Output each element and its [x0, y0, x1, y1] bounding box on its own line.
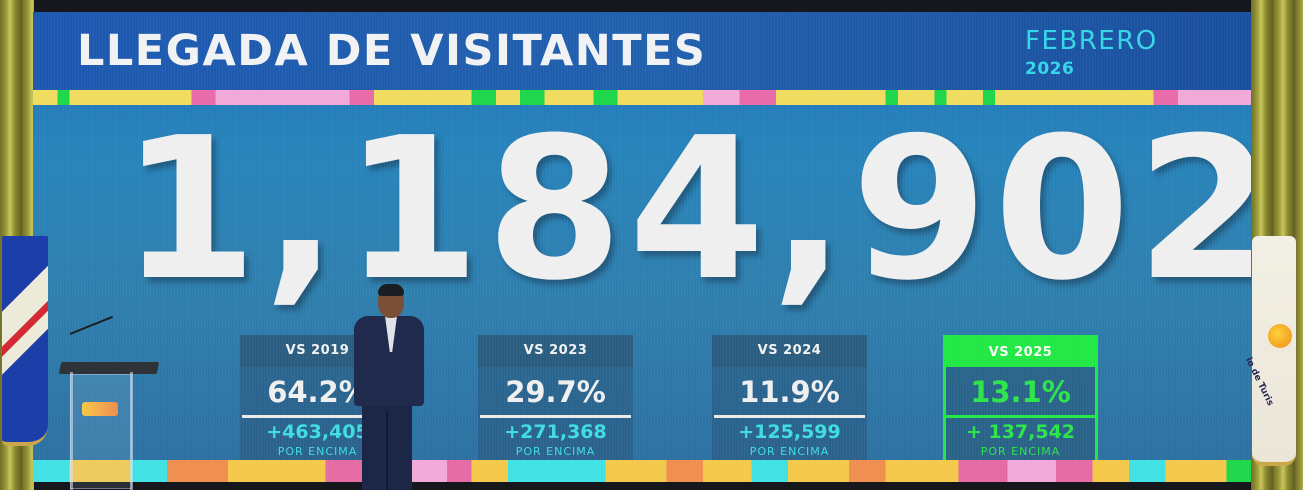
- comparison-label: VS 2024: [712, 335, 867, 367]
- podium-leg: [130, 372, 133, 490]
- sun-emblem-icon: [1268, 324, 1292, 348]
- podium: [58, 362, 160, 490]
- comparison-label: VS 2025: [946, 338, 1095, 367]
- comparison-body: 11.9% +125,599 POR ENCIMA: [712, 367, 867, 462]
- podium-leg: [70, 372, 73, 490]
- comparison-label: VS 2023: [478, 335, 633, 367]
- decorative-stripe-top: [33, 90, 1251, 105]
- divider: [480, 415, 631, 418]
- tourism-ministry-flag-icon: io de Turis: [1243, 236, 1296, 466]
- speaker-figure: [348, 284, 428, 490]
- comparison-card-2023: VS 2023 29.7% +271,368 POR ENCIMA: [478, 335, 633, 462]
- period-month: FEBRERO: [1025, 26, 1158, 56]
- comparison-card-2025-highlighted: VS 2025 13.1% + 137,542 POR ENCIMA: [943, 335, 1098, 462]
- speaker-legs: [362, 404, 412, 490]
- comparison-card-2024: VS 2024 11.9% +125,599 POR ENCIMA: [712, 335, 867, 462]
- slide-title: LLEGADA DE VISITANTES: [77, 26, 707, 76]
- divider: [714, 415, 865, 418]
- comparison-delta: +125,599: [738, 421, 841, 443]
- speaker-hair: [378, 284, 404, 296]
- comparison-body: 29.7% +271,368 POR ENCIMA: [478, 367, 633, 462]
- divider: [242, 415, 393, 418]
- slide-header: LLEGADA DE VISITANTES FEBRERO 2026: [33, 12, 1251, 90]
- total-visitors-value: 1,184,902: [121, 96, 1251, 324]
- comparison-percent: 13.1%: [970, 375, 1071, 409]
- comparison-body: 13.1% + 137,542 POR ENCIMA: [946, 367, 1095, 462]
- divider: [946, 415, 1095, 418]
- comparison-note: POR ENCIMA: [980, 445, 1061, 458]
- comparison-delta: + 137,542: [965, 421, 1076, 443]
- comparison-note: POR ENCIMA: [277, 445, 358, 458]
- podium-logo-icon: [82, 402, 118, 416]
- period-year: 2026: [1025, 59, 1075, 79]
- comparison-percent: 11.9%: [739, 375, 840, 409]
- presentation-screen: LLEGADA DE VISITANTES FEBRERO 2026 1,184…: [33, 12, 1251, 482]
- podium-top: [58, 362, 160, 374]
- comparison-delta: +271,368: [504, 421, 607, 443]
- comparison-note: POR ENCIMA: [515, 445, 596, 458]
- comparison-percent: 29.7%: [505, 375, 606, 409]
- podium-glass: [70, 374, 132, 489]
- comparison-delta: +463,405: [266, 421, 369, 443]
- comparison-percent: 64.2%: [267, 375, 368, 409]
- decorative-stripe-bottom: [33, 460, 1251, 482]
- comparison-note: POR ENCIMA: [749, 445, 830, 458]
- dominican-flag-icon: [2, 236, 48, 446]
